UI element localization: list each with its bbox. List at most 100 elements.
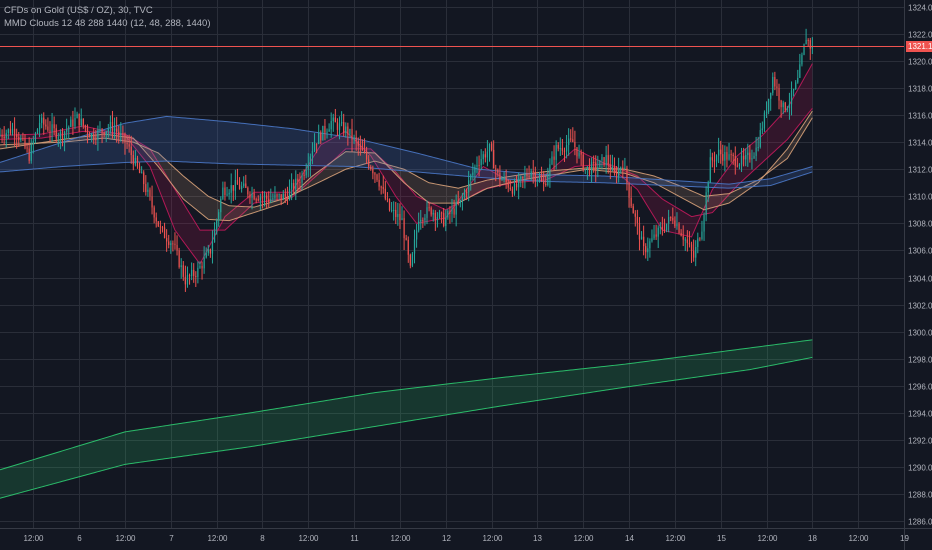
candle-body [790,90,793,105]
candle-body [149,189,151,197]
candle-body [543,181,545,184]
candle-body [524,174,526,178]
candle-body [668,217,670,224]
x-tick-label: 12 [442,534,451,543]
candle-body [399,213,401,221]
candle-body [578,152,580,157]
candle-body [293,183,295,190]
candle-body [511,189,514,194]
candle-body [282,193,284,200]
candle-body [63,131,66,140]
candle-body [355,137,357,142]
candle-body [141,172,143,174]
x-tick-label: 19 [900,534,909,543]
candle-body [382,187,384,189]
candle-body [368,159,370,167]
candle-body [628,183,630,198]
candle-body [9,129,12,134]
candle-body [380,186,382,188]
candle-body [501,179,503,181]
candle-body [163,227,166,239]
candle-body [113,128,116,131]
candle-body [153,207,155,218]
candle-body [574,142,576,148]
candle-body [465,192,468,194]
candle-body [670,217,672,219]
candle-body [720,149,722,155]
indicator-title[interactable]: MMD Clouds 12 48 288 1440 (12, 48, 288, … [4,18,211,29]
candle-body [474,166,476,173]
candle-body [730,154,732,156]
candle-body [36,129,39,134]
candle-body [480,159,482,166]
candle-body [686,239,688,243]
x-tick-label: 6 [77,534,82,543]
candle-body [72,119,74,127]
symbol-title[interactable]: CFDs on Gold (US$ / OZ), 30, TVC [4,5,153,16]
candle-body [28,148,30,161]
candle-body [576,147,578,157]
y-tick-label: 1294.00 [908,410,932,419]
candle-body [91,133,93,138]
y-tick-label: 1300.00 [908,329,932,338]
candle-body [45,124,47,127]
candle-body [774,76,776,87]
candle-body [170,243,172,245]
candle-body [532,171,534,173]
candle-body [438,212,441,218]
candle-body [403,218,405,239]
time-axis[interactable]: 12:00 6 12:00 7 12:00 8 12:00 11 12:00 12 12:00 13 1… [23,534,909,543]
candle-body [66,129,68,132]
x-tick-label: 13 [533,534,542,543]
candle-body [103,132,105,135]
candle-body [740,155,743,165]
x-tick-label: 12:00 [298,534,319,543]
y-tick-label: 1318.00 [908,85,932,94]
candle-body [349,128,351,135]
candle-body [503,177,505,180]
candle-body [197,267,199,277]
candle-body [84,125,87,128]
candle-body [101,128,103,133]
candle-body [276,194,278,196]
candle-body [478,164,480,166]
candle-body [776,86,778,88]
y-tick-label: 1298.00 [908,356,932,365]
candle-body [451,208,453,214]
x-tick-label: 8 [260,534,265,543]
candle-body [180,265,182,268]
candle-body [765,111,768,113]
candle-body [655,234,657,237]
candle-body [161,227,164,229]
candle-body [51,124,53,132]
candle-body [507,182,509,188]
candle-body [613,166,616,174]
candle-body [497,169,499,173]
candle-body [734,156,736,166]
candle-body [49,130,51,132]
candle-body [488,143,491,152]
candle-body [705,192,707,215]
candle-body [159,226,162,228]
candle-body [528,176,530,178]
candle-body [755,147,757,156]
candle-body [363,150,366,153]
x-tick-label: 12:00 [23,534,44,543]
candle-body [536,180,539,182]
y-tick-label: 1290.00 [908,464,932,473]
candle-body [13,128,16,135]
candle-body [78,113,80,126]
candle-body [61,132,64,140]
candle-body [0,134,1,136]
candle-body [722,154,724,161]
cloud-band-3 [0,116,813,189]
candle-body [515,183,518,188]
candle-body [807,39,809,41]
candle-body [624,167,626,169]
candle-body [568,138,570,145]
candle-body [178,250,180,268]
candle-body [70,119,72,127]
y-tick-label: 1324.00 [908,4,932,13]
